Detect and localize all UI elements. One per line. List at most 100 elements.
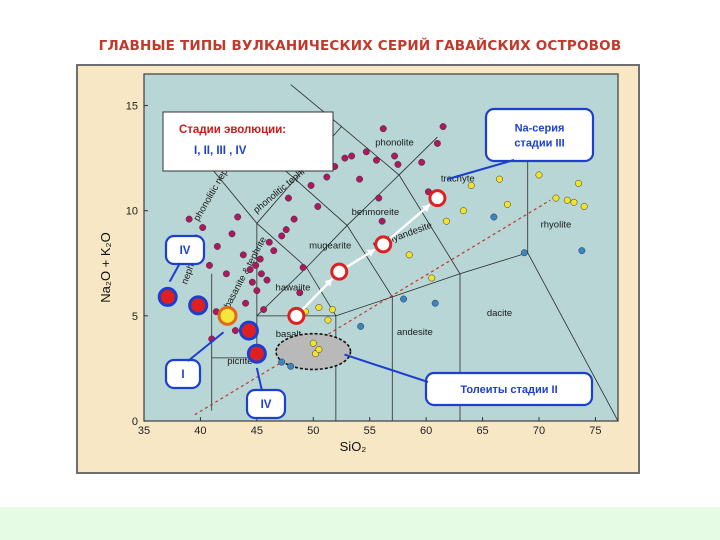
stage-marker-IV-2 [238, 320, 259, 341]
field-label-hawaiite: hawaiite [276, 283, 311, 294]
stage-marker-IV-0 [157, 286, 178, 307]
stage-marker-I-4 [217, 305, 238, 326]
stage-marker-III-6 [330, 262, 349, 281]
callout-tholeiite-text: Толеиты стадии II [460, 384, 557, 396]
field-label-trachyte: trachyte [441, 173, 475, 184]
evolution-arrow-head-0 [324, 278, 333, 287]
data-point-alkaline-14 [270, 247, 278, 255]
data-point-blue-0 [278, 358, 286, 366]
callout-iv-bottom-box [245, 388, 287, 420]
data-point-alkaline-31 [418, 158, 426, 166]
field-boundary-4 [341, 126, 461, 274]
data-point-yellow-5 [428, 274, 436, 282]
data-point-yellow-4 [405, 251, 413, 259]
y-tick-label-15: 15 [126, 101, 138, 113]
callout-i-pointer [187, 331, 225, 362]
data-point-alkaline-9 [239, 251, 247, 259]
data-point-alkaline-46 [257, 270, 265, 278]
stage-marker-IV-3 [246, 343, 267, 364]
data-point-alkaline-13 [263, 276, 271, 284]
data-point-yellow-7 [459, 207, 467, 215]
data-point-alkaline-12 [256, 255, 264, 263]
bottom-band [0, 507, 720, 540]
x-tick-label-75: 75 [589, 425, 601, 437]
data-point-alkaline-41 [231, 327, 239, 335]
data-point-alkaline-28 [379, 125, 387, 133]
stage-marker-III-7 [374, 235, 393, 254]
data-point-alkaline-5 [213, 242, 221, 250]
y-tick-label-10: 10 [126, 206, 138, 218]
data-point-yellow-14 [570, 198, 578, 206]
field-label-andesite: andesite [397, 327, 433, 338]
data-point-alkaline-33 [433, 139, 441, 147]
x-tick-label-35: 35 [138, 425, 150, 437]
callout-na-series-text-1: стадии III [514, 138, 564, 150]
data-point-alkaline-43 [265, 238, 273, 246]
x-tick-label-60: 60 [420, 425, 432, 437]
x-tick-label-70: 70 [533, 425, 545, 437]
data-point-alkaline-38 [242, 299, 250, 307]
x-tick-label-55: 55 [364, 425, 376, 437]
callout-na-series-pointer [446, 159, 515, 181]
data-point-alkaline-20 [314, 203, 322, 210]
data-point-alkaline-47 [248, 278, 256, 286]
data-point-alkaline-39 [260, 306, 268, 313]
data-point-alkaline-10 [246, 266, 254, 274]
data-point-yellow-15 [575, 179, 582, 187]
data-point-alkaline-37 [296, 289, 304, 297]
legend-title: Стадии эволюции: [179, 124, 286, 136]
data-point-alkaline-16 [285, 194, 292, 202]
legend-box [162, 111, 334, 172]
data-point-alkaline-4 [206, 261, 213, 269]
x-axis-label: SiO₂ [340, 439, 367, 454]
data-point-alkaline-25 [356, 175, 364, 183]
data-point-alkaline-3 [199, 224, 207, 231]
field-label-phonolite: phonolite [375, 138, 414, 149]
data-point-yellow-3 [329, 306, 336, 313]
data-point-alkaline-11 [253, 287, 261, 295]
callout-iv-left-pointer [168, 262, 181, 283]
evolution-arrow-head-1 [366, 249, 375, 257]
callout-na-series-box [484, 107, 595, 163]
data-point-yellow-19 [309, 339, 317, 347]
callout-i-box [164, 358, 202, 390]
x-tick-label-45: 45 [251, 425, 263, 437]
y-tick-label-5: 5 [132, 311, 138, 323]
x-tick-label-50: 50 [307, 425, 319, 437]
callout-iv-left-box [164, 234, 206, 266]
field-label-rhyolite: rhyolite [541, 220, 572, 231]
callout-iv-bottom-pointer [255, 367, 263, 392]
data-point-alkaline-32 [439, 123, 447, 131]
evolution-arrow-line-0 [301, 278, 334, 311]
data-point-blue-7 [490, 213, 498, 221]
callout-i-text-0: I [181, 369, 184, 381]
data-point-alkaline-19 [307, 182, 315, 189]
data-point-alkaline-44 [282, 226, 290, 234]
data-point-yellow-10 [503, 200, 511, 208]
data-point-yellow-18 [315, 346, 323, 353]
data-point-alkaline-29 [391, 152, 398, 160]
data-point-alkaline-36 [378, 217, 386, 225]
field-label-basalt: basalt [276, 329, 302, 340]
data-point-yellow-9 [496, 175, 503, 183]
data-point-alkaline-6 [222, 270, 230, 278]
slide-title: ГЛАВНЫЕ ТИПЫ ВУЛКАНИЧЕСКИХ СЕРИЙ ГАВАЙСК… [98, 38, 622, 54]
data-point-alkaline-45 [252, 261, 260, 269]
data-point-alkaline-23 [341, 154, 349, 162]
legend-stages: I, II, III , IV [194, 145, 247, 157]
stage-marker-III-5 [287, 306, 306, 325]
x-tick-label-40: 40 [194, 425, 206, 437]
data-point-yellow-8 [467, 182, 475, 189]
data-point-blue-1 [287, 362, 295, 370]
y-axis-label: Na₂O + K₂O [98, 232, 113, 302]
data-point-alkaline-8 [234, 213, 242, 221]
y-tick-label-0: 0 [132, 416, 138, 428]
field-label-dacite: dacite [487, 308, 512, 319]
data-point-alkaline-7 [228, 230, 236, 238]
x-tick-label-65: 65 [476, 425, 488, 437]
evolution-arrow-line-2 [389, 203, 431, 240]
data-point-yellow-13 [563, 196, 571, 204]
data-point-yellow-6 [443, 217, 450, 225]
